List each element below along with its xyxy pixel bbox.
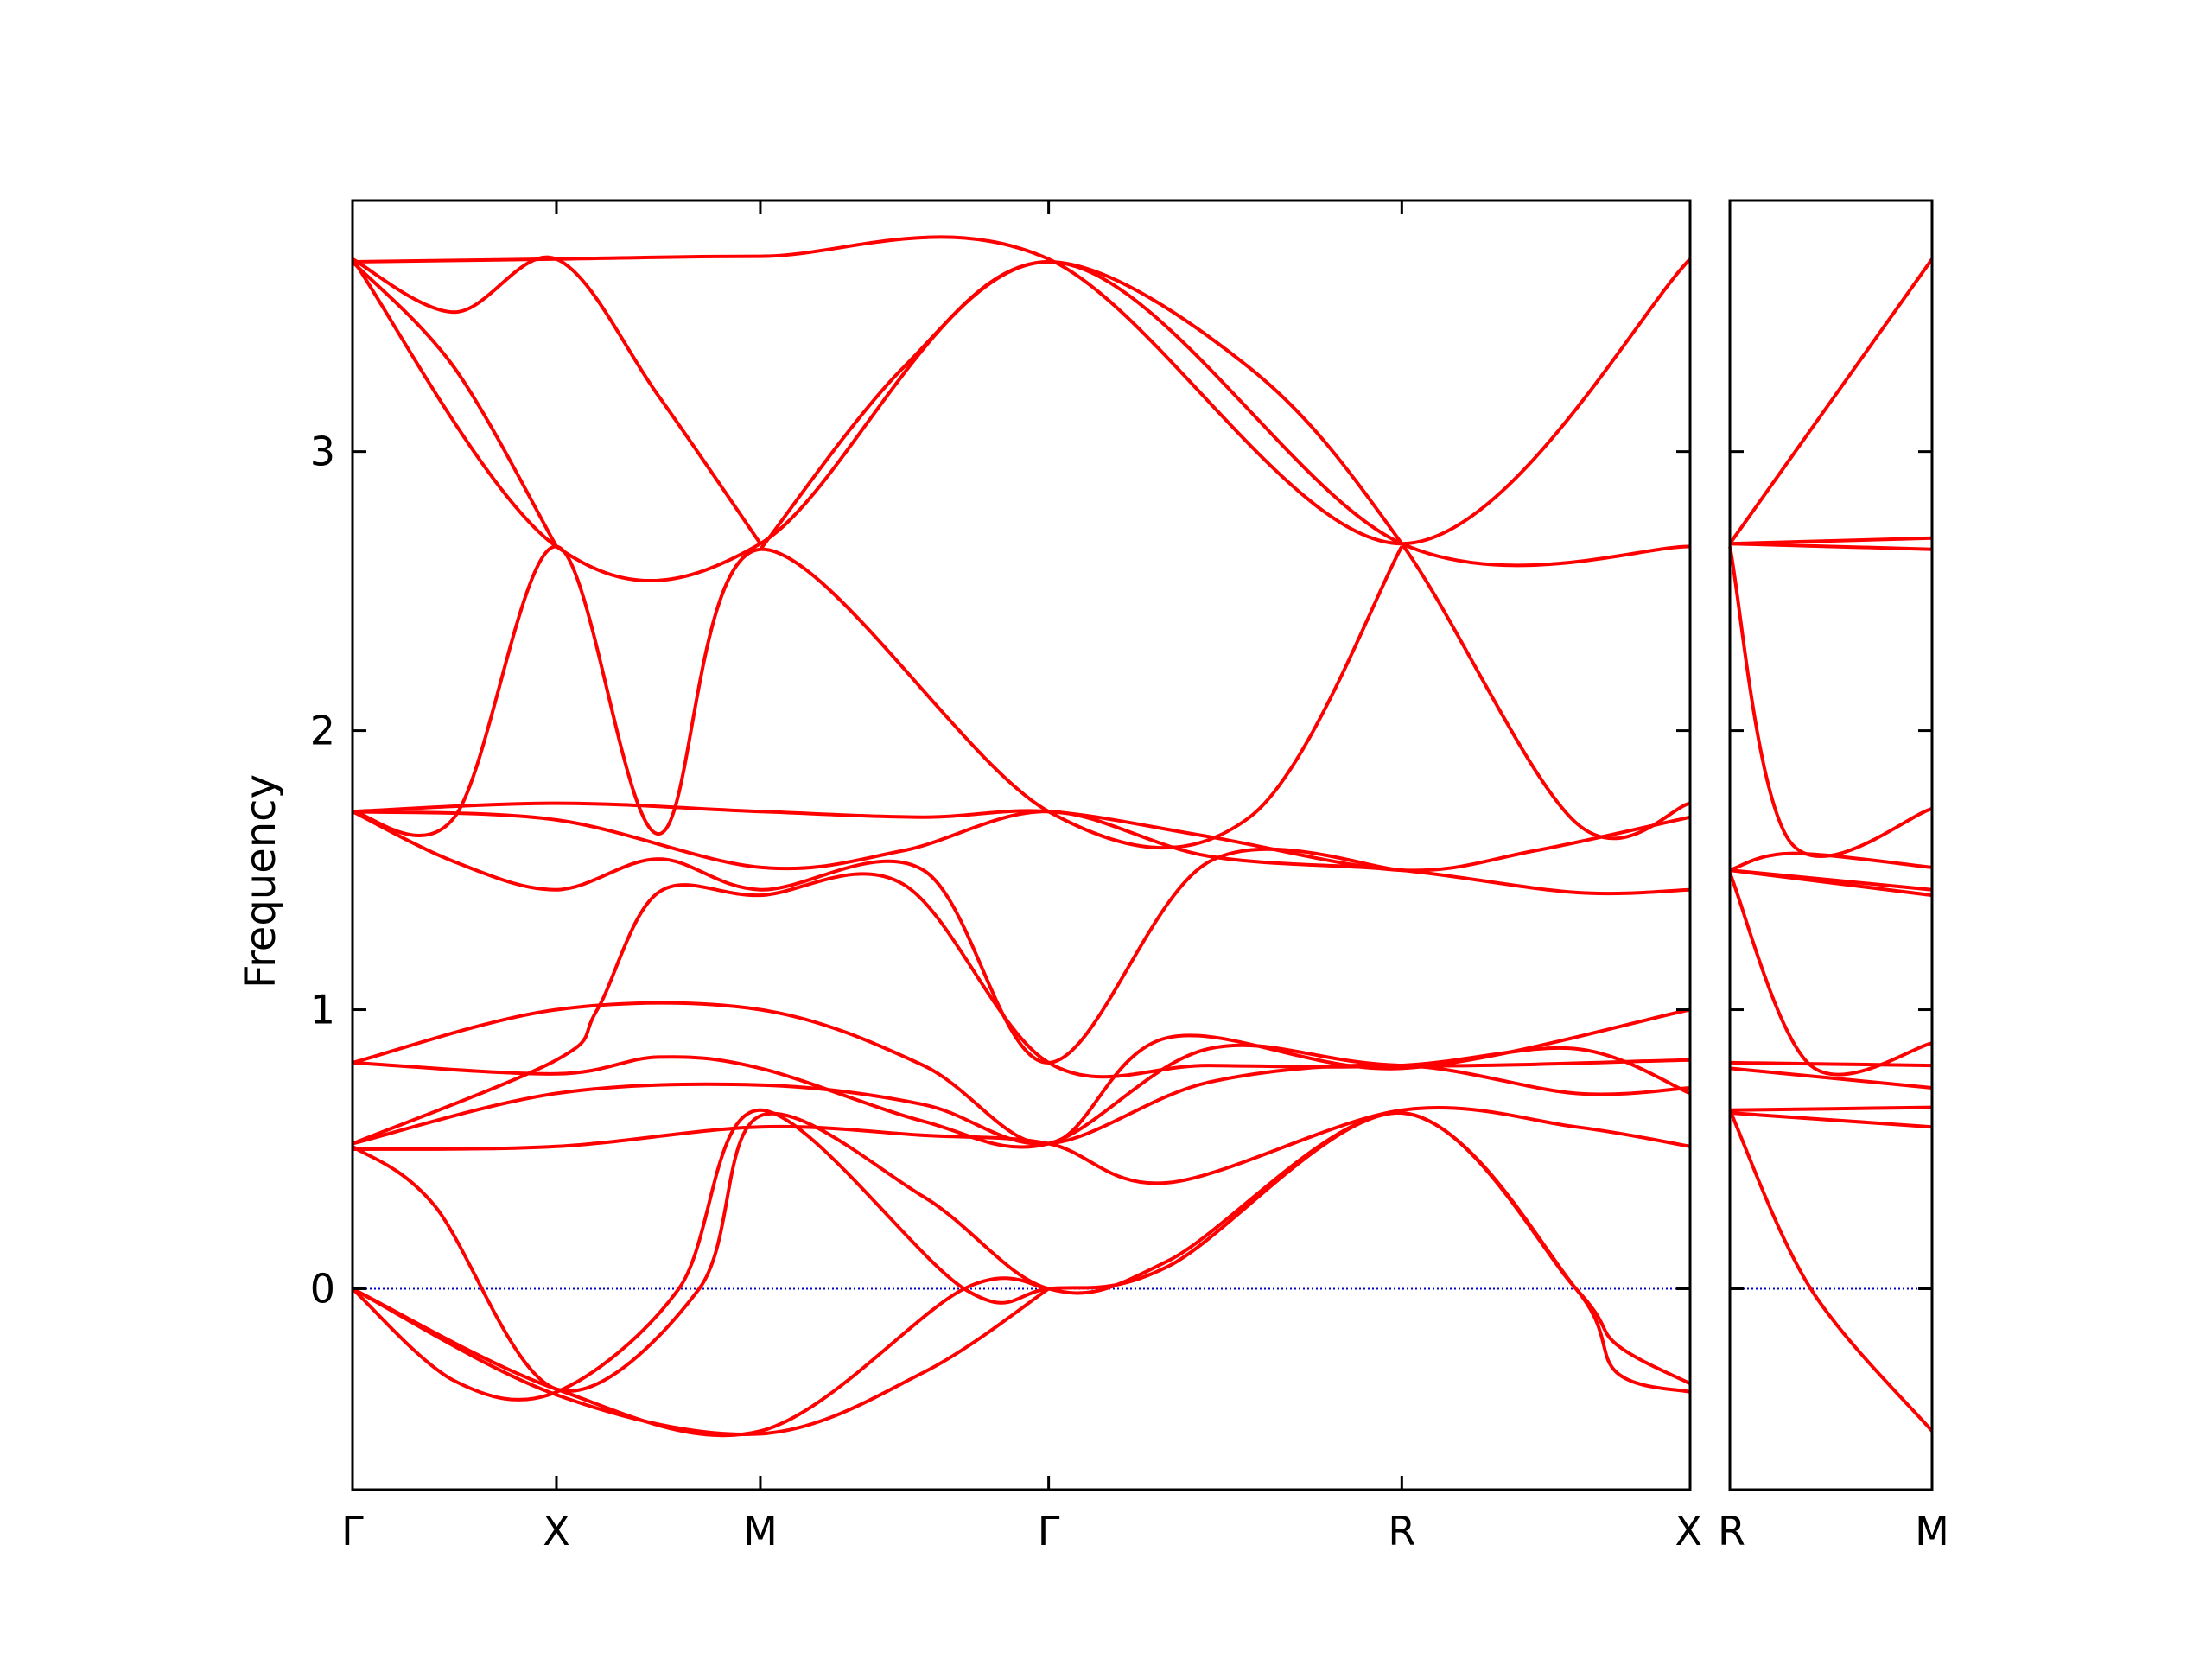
y-tick-label: 2 [310, 708, 335, 754]
band-line-0-5 [759, 260, 1691, 841]
band-line-0-17 [352, 1287, 1050, 1436]
x-tick-label: X [543, 1508, 570, 1554]
band-line-1-0 [1728, 257, 1934, 545]
x-tick-label: R [1718, 1508, 1745, 1554]
x-tick-label: R [1388, 1508, 1415, 1554]
band-line-1-11 [1729, 1111, 1933, 1129]
band-line-1-8 [1729, 1060, 1933, 1068]
band-line-0-13 [352, 1105, 1691, 1185]
x-tick-label: M [1915, 1508, 1949, 1554]
axes-frame [351, 199, 1692, 1491]
band-line-1-4 [1729, 851, 1933, 873]
band-line-0-14 [351, 1110, 1691, 1394]
x-tick-label: Γ [1038, 1508, 1060, 1554]
main-panel: Γ X M Γ R X 0 1 2 3 [310, 199, 1702, 1554]
band-line-0-4 [352, 544, 1404, 850]
band-line-0-2 [352, 255, 762, 545]
band-line-0-0 [352, 235, 1692, 546]
x-tick-label: Γ [341, 1508, 364, 1554]
band-line-1-9 [1729, 1066, 1933, 1090]
band-line-0-16 [352, 1276, 1049, 1438]
band-line-0-8 [352, 810, 1402, 1065]
band-line-1-6 [1729, 868, 1933, 898]
band-line-0-12 [352, 1063, 1691, 1146]
band-line-0-9 [352, 1001, 1691, 1146]
band-line-0-1 [351, 257, 1691, 583]
axes-frame [1728, 199, 1934, 1491]
band-line-1-12 [1728, 1109, 1934, 1433]
band-line-1-3 [1728, 546, 1933, 858]
band-line-1-7 [1728, 872, 1933, 1077]
band-line-1-10 [1729, 1105, 1933, 1112]
band-line-0-3 [351, 260, 558, 548]
x-tick-label: M [743, 1508, 778, 1554]
band-line-1-2 [1729, 542, 1933, 551]
y-tick-label: 1 [310, 987, 335, 1033]
y-tick-label: 3 [310, 429, 335, 475]
y-tick-label: 0 [310, 1265, 335, 1312]
band-line-0-15 [351, 1108, 1691, 1402]
y-axis-label: Frequency [237, 774, 285, 988]
band-line-0-7 [352, 810, 1691, 896]
band-line-0-11 [352, 872, 1691, 1146]
x-tick-label: X [1675, 1508, 1702, 1554]
